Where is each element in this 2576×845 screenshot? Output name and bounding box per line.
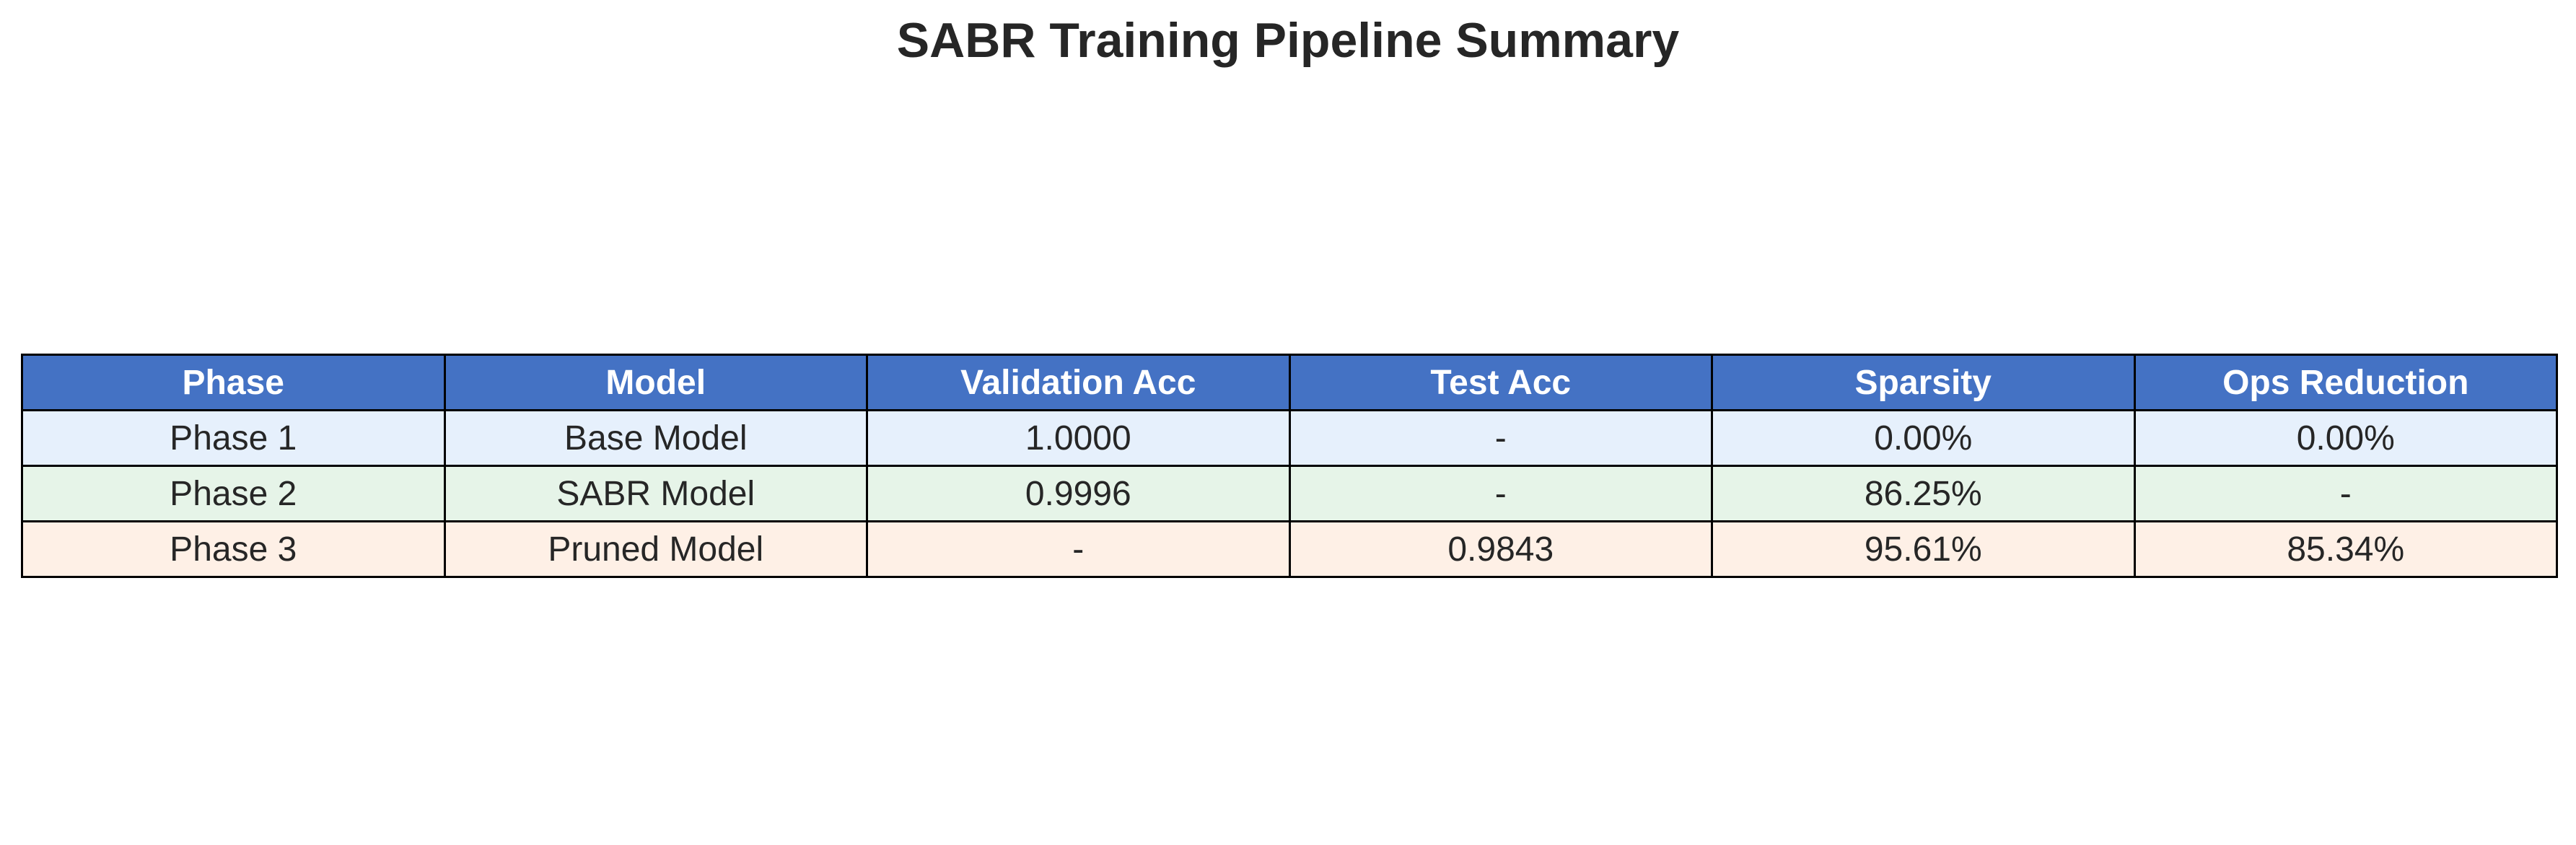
column-header-sparsity: Sparsity <box>1711 354 2136 411</box>
column-header-validation-acc: Validation Acc <box>866 354 1291 411</box>
table-row: Phase 1 Base Model 1.0000 - 0.00% 0.00% <box>21 409 2558 467</box>
cell-sparsity: 0.00% <box>1711 409 2136 467</box>
table-row: Phase 2 SABR Model 0.9996 - 86.25% - <box>21 465 2558 522</box>
cell-ops-reduction: 0.00% <box>2133 409 2558 467</box>
cell-model: SABR Model <box>443 465 868 522</box>
cell-validation-acc: 1.0000 <box>866 409 1291 467</box>
cell-phase: Phase 3 <box>21 520 446 578</box>
cell-sparsity: 86.25% <box>1711 465 2136 522</box>
cell-test-acc: - <box>1288 409 1713 467</box>
cell-ops-reduction: - <box>2133 465 2558 522</box>
cell-test-acc: - <box>1288 465 1713 522</box>
cell-phase: Phase 2 <box>21 465 446 522</box>
cell-sparsity: 95.61% <box>1711 520 2136 578</box>
summary-table: Phase Model Validation Acc Test Acc Spar… <box>21 354 2558 578</box>
column-header-model: Model <box>443 354 868 411</box>
column-header-ops-reduction: Ops Reduction <box>2133 354 2558 411</box>
cell-phase: Phase 1 <box>21 409 446 467</box>
table-row: Phase 3 Pruned Model - 0.9843 95.61% 85.… <box>21 520 2558 578</box>
cell-validation-acc: 0.9996 <box>866 465 1291 522</box>
cell-test-acc: 0.9843 <box>1288 520 1713 578</box>
chart-title: SABR Training Pipeline Summary <box>896 13 1680 68</box>
cell-model: Pruned Model <box>443 520 868 578</box>
column-header-test-acc: Test Acc <box>1288 354 1713 411</box>
header-row: Phase Model Validation Acc Test Acc Spar… <box>21 354 2558 411</box>
cell-model: Base Model <box>443 409 868 467</box>
cell-ops-reduction: 85.34% <box>2133 520 2558 578</box>
column-header-phase: Phase <box>21 354 446 411</box>
cell-validation-acc: - <box>866 520 1291 578</box>
